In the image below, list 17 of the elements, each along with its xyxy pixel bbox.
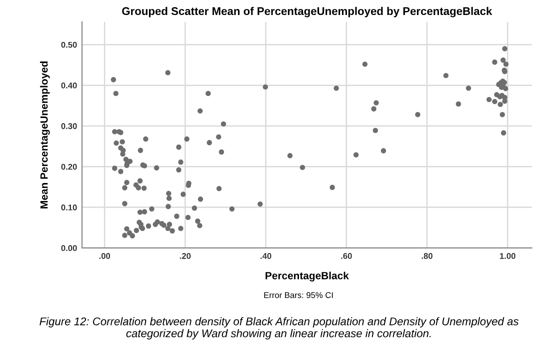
x-tick-label: .80 [422, 253, 432, 259]
y-axis-title: Mean PercentageUnemployed [40, 62, 50, 208]
y-tick-label: 0.30 [61, 123, 77, 130]
chart-title: Grouped Scatter Mean of PercentageUnemployed by PercentageBlack [122, 6, 492, 18]
y-tick-label: 0.00 [61, 245, 77, 252]
x-tick-label: .20 [180, 253, 191, 259]
y-tick-label: 0.40 [61, 82, 77, 88]
x-tick-label: .60 [341, 253, 352, 259]
y-tick-label: 0.50 [61, 42, 77, 48]
x-tick-label: .00 [99, 253, 110, 259]
y-tick-label: 0.20 [61, 164, 77, 170]
x-axis-title: PercentageBlack [266, 272, 349, 282]
text: Error Bars: 95% CI [264, 292, 333, 298]
x-tick-label: .40 [260, 253, 272, 259]
y-tick-label: 0.10 [61, 204, 77, 210]
caption: Figure 12: Correlation between density of Black African population and Density of Unemployed as categorized by Ward showing an linear increase in correlation. [40, 317, 519, 340]
x-tick-label: 1.00 [500, 253, 516, 259]
